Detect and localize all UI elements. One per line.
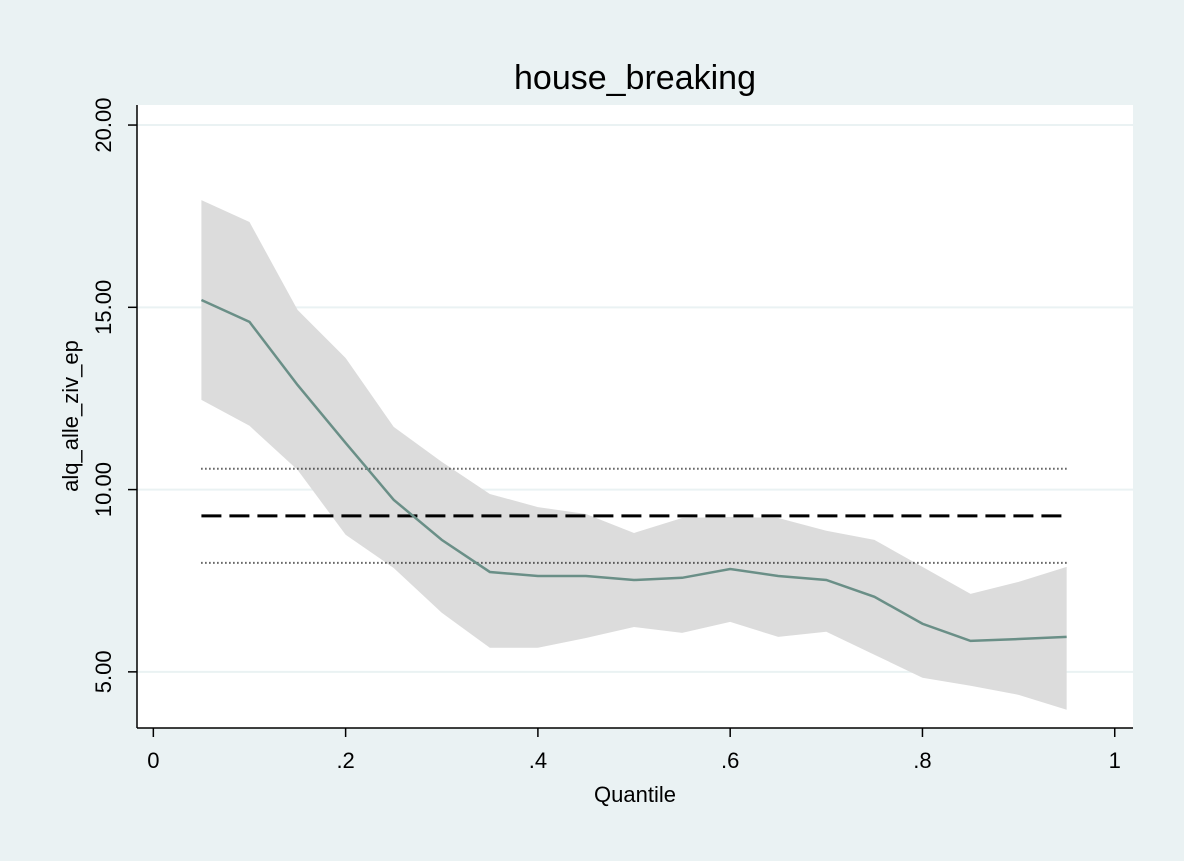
x-tick-label: .8 bbox=[913, 748, 931, 773]
x-tick-label: .2 bbox=[336, 748, 354, 773]
y-tick-label: 10.00 bbox=[91, 462, 116, 517]
confidence-band bbox=[201, 200, 1067, 710]
y-tick-label: 20.00 bbox=[91, 98, 116, 153]
estimate-line bbox=[200, 298, 1067, 643]
marks bbox=[200, 200, 1067, 710]
x-tick-label: 0 bbox=[147, 748, 159, 773]
chart-title: house_breaking bbox=[514, 59, 756, 97]
y-tick-label: 5.00 bbox=[91, 650, 116, 693]
x-tick-label: 1 bbox=[1109, 748, 1121, 773]
x-tick-label: .6 bbox=[721, 748, 739, 773]
ticks: 5.00 10.00 15.00 20.00 0 .2 .4 .6 .8 1 bbox=[91, 98, 1121, 773]
x-axis-title: Quantile bbox=[594, 782, 676, 807]
y-tick-label: 15.00 bbox=[91, 280, 116, 335]
y-axis-title: alq_alle_ziv_ep bbox=[58, 340, 83, 492]
x-tick-label: .4 bbox=[529, 748, 547, 773]
